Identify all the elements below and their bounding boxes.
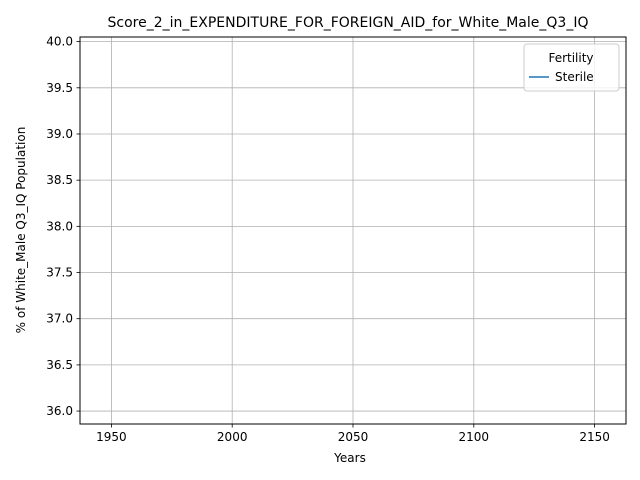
y-tick-label: 38.0	[46, 219, 73, 233]
y-tick-label: 38.5	[46, 173, 73, 187]
y-tick-label: 36.5	[46, 358, 73, 372]
legend-box	[523, 43, 620, 92]
y-axis-label: % of White_Male Q3_IQ Population	[14, 127, 28, 334]
x-tick-label: 2150	[579, 430, 610, 444]
y-tick-label: 39.5	[46, 81, 73, 95]
x-tick-label: 1950	[96, 430, 127, 444]
x-axis: 1950 2000 2050 2100 2150	[96, 424, 610, 444]
y-tick-label: 39.0	[46, 127, 73, 141]
x-tick-label: 2100	[459, 430, 490, 444]
chart-title: Score_2_in_EXPENDITURE_FOR_FOREIGN_AID_f…	[108, 15, 589, 31]
x-tick-label: 2000	[217, 430, 248, 444]
y-axis: 36.0 36.5 37.0 37.5 38.0 38.5 39.0 39.5 40.0	[46, 35, 80, 418]
y-tick-label: 37.5	[46, 266, 73, 280]
y-tick-label: 36.0	[46, 404, 73, 418]
legend-title: Fertility	[548, 51, 593, 65]
x-axis-label: Years	[333, 451, 366, 465]
x-tick-label: 2050	[338, 430, 369, 444]
y-tick-label: 40.0	[46, 35, 73, 49]
y-tick-label: 37.0	[46, 312, 73, 326]
legend-label-sterile: Sterile	[555, 70, 594, 84]
legend: Fertility Sterile	[523, 43, 620, 92]
grid	[80, 37, 626, 424]
